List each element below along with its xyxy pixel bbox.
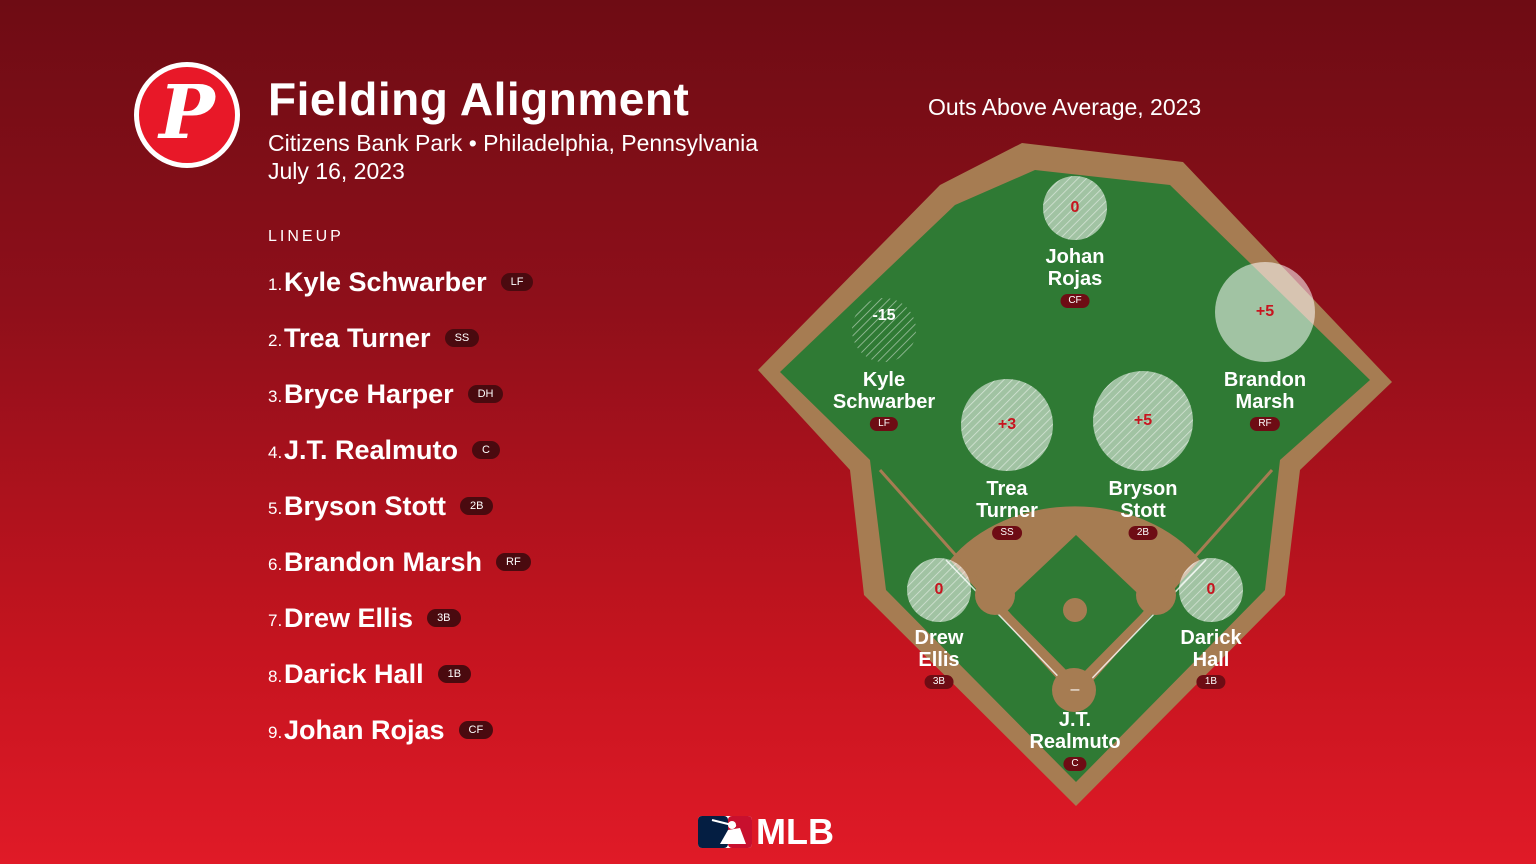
lineup-item: 7. Drew Ellis 3B [268,598,461,638]
oaa-value-1b: 0 [1206,581,1216,598]
player-first-name: Brandon [1223,369,1307,391]
position-badge: DH [467,385,504,403]
player-first-name: Trea [986,478,1028,500]
field-player-2b: Bryson Stott 2B [1108,478,1178,540]
field-player-c: J.T. Realmuto C [1029,709,1121,771]
field-player-rf: Brandon Marsh RF [1224,369,1306,431]
position-badge: RF [1250,417,1280,431]
player-name: Bryce Harper [284,378,454,409]
batting-order: 5. [268,499,283,518]
oaa-value-c: – [1070,681,1080,698]
player-name: Brandon Marsh [284,546,483,577]
venue-subtitle: Citizens Bank Park • Philadelphia, Penns… [268,130,759,156]
position-badge: 1B [437,665,472,683]
batting-order: 7. [268,611,283,630]
oaa-value-ss: +3 [997,416,1017,433]
position-badge: CF [1060,294,1090,308]
player-last-name: Realmuto [1029,731,1121,753]
phillies-logo: P [134,62,240,168]
player-name: Kyle Schwarber [284,266,487,297]
pitchers-mound [1063,598,1087,622]
oaa-value-rf: +5 [1255,303,1275,320]
player-name: Drew Ellis [284,602,414,633]
position-badge: 3B [427,609,461,627]
position-badge: 3B [924,675,954,689]
player-name: Johan Rojas [284,714,445,745]
position-badge: 1B [1196,675,1226,689]
position-badge: RF [496,553,531,571]
position-badge: 2B [460,497,494,515]
field-player-1b: Darick Hall 1B [1180,627,1242,689]
mlb-wordmark: MLB [756,811,834,852]
position-badge: SS [444,329,480,347]
player-last-name: Rojas [1047,268,1103,290]
game-date: July 16, 2023 [268,158,405,184]
batting-order: 4. [268,443,283,462]
player-last-name: Marsh [1235,391,1295,413]
lineup-item: 8. Darick Hall 1B [268,654,472,694]
batting-order: 1. [268,275,283,294]
position-badge: C [1063,757,1087,771]
page-title: Fielding Alignment [268,73,690,125]
oaa-value-3b: 0 [934,581,944,598]
oaa-value-lf: -15 [872,307,896,324]
lineup-item: 1. Kyle Schwarber LF [268,262,534,302]
position-badge: SS [992,526,1022,540]
player-last-name: Schwarber [832,391,936,413]
lineup-heading: LINEUP [268,228,344,245]
lineup-item: 9. Johan Rojas CF [268,710,494,750]
player-name: Trea Turner [284,322,431,353]
batting-order: 8. [268,667,283,686]
metric-title: Outs Above Average, 2023 [928,94,1202,120]
oaa-value-2b: +5 [1133,412,1153,429]
batting-order: 6. [268,555,283,574]
position-badge: LF [500,273,534,291]
player-name: J.T. Realmuto [284,434,459,465]
field-player-ss: Trea Turner SS [976,478,1038,540]
mlb-batter-icon [698,816,752,848]
lineup-item: 4. J.T. Realmuto C [268,430,500,470]
position-badge: 2B [1128,526,1158,540]
oaa-circle-lf [852,298,916,362]
player-first-name: Kyle [862,369,906,391]
player-last-name: Hall [1192,649,1230,671]
player-first-name: Johan [1045,246,1105,268]
lineup-item: 2. Trea Turner SS [268,318,480,358]
player-first-name: Darick [1180,627,1242,649]
player-name: Bryson Stott [284,490,446,521]
position-badge: LF [870,417,898,431]
mlb-logo: MLB [698,814,834,850]
position-badge: CF [458,721,494,739]
logo-letter: P [159,70,215,156]
field-player-3b: Drew Ellis 3B [914,627,964,689]
batting-order: 2. [268,331,283,350]
oaa-circle-rf [1215,262,1315,362]
lineup-item: 6. Brandon Marsh RF [268,542,531,582]
field-player-cf: Johan Rojas CF [1045,246,1105,308]
player-last-name: Ellis [918,649,960,671]
player-first-name: Drew [914,627,964,649]
position-badge: C [472,441,500,459]
lineup-item: 3. Bryce Harper DH [268,374,504,414]
player-last-name: Stott [1120,500,1166,522]
player-last-name: Turner [976,500,1038,522]
batting-order: 3. [268,387,283,406]
player-first-name: Bryson [1108,478,1178,500]
oaa-value-cf: 0 [1070,199,1080,216]
player-first-name: J.T. [1058,709,1092,731]
field-player-lf: Kyle Schwarber LF [833,369,935,431]
lineup-item: 5. Bryson Stott 2B [268,486,494,526]
batting-order: 9. [268,723,283,742]
player-name: Darick Hall [284,658,424,689]
